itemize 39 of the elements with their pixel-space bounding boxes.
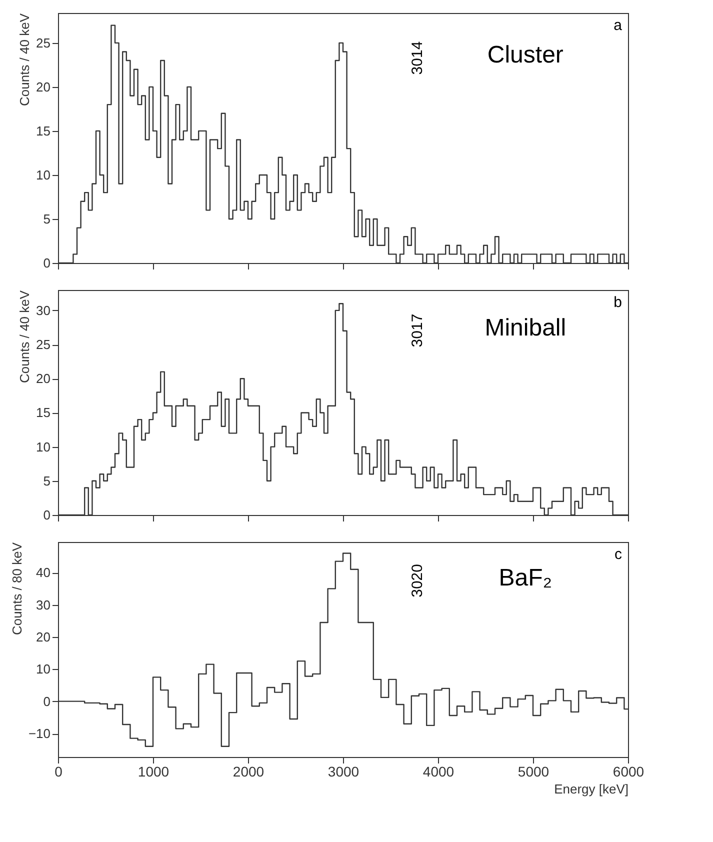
annotation: 3017 [409, 314, 426, 348]
y-tick-label: 25 [36, 337, 50, 352]
x-axis-title: Energy [keV] [554, 782, 628, 796]
x-tick-label: 6000 [612, 764, 644, 780]
y-tick-label: 30 [36, 597, 50, 612]
y-tick-label: 10 [36, 439, 50, 454]
annotation: 3014 [409, 41, 426, 75]
x-tick-label: 3000 [328, 764, 360, 780]
y-tick-label: 15 [36, 123, 50, 138]
annotation: 3020 [409, 564, 426, 598]
x-tick-label: 5000 [518, 764, 550, 780]
y-axis-title: Counts / 40 keV [17, 290, 32, 383]
y-axis-title: Counts / 40 keV [17, 13, 32, 106]
y-tick-label: 5 [43, 473, 50, 488]
y-tick-label: 0 [43, 508, 50, 522]
y-tick-label: 20 [36, 629, 50, 644]
y-tick-label: 40 [36, 565, 50, 580]
y-tick-label: 30 [36, 302, 50, 318]
annotation: a [614, 17, 623, 34]
x-tick-label: 0 [54, 764, 63, 780]
y-tick-label: 20 [36, 371, 50, 386]
y-tick-label: 0 [43, 256, 50, 270]
x-tick-label: 4000 [422, 764, 454, 780]
annotation: Cluster [487, 42, 564, 68]
annotation: BaF₂ [498, 564, 552, 592]
y-tick-label: −10 [28, 726, 50, 742]
y-tick-label: 0 [43, 694, 50, 709]
annotation: Miniball [484, 314, 566, 342]
y-tick-label: 10 [36, 662, 50, 677]
x-tick-label: 2000 [232, 764, 264, 780]
y-tick-label: 10 [36, 167, 50, 182]
y-axis-title: Counts / 80 keV [9, 542, 24, 635]
y-tick-label: 15 [36, 405, 50, 420]
y-tick-label: 20 [36, 79, 50, 94]
y-tick-label: 25 [36, 35, 50, 50]
y-tick-label: 5 [43, 211, 50, 226]
x-tick-label: 1000 [138, 764, 170, 780]
annotation: c [614, 546, 622, 563]
annotation: b [614, 294, 622, 311]
